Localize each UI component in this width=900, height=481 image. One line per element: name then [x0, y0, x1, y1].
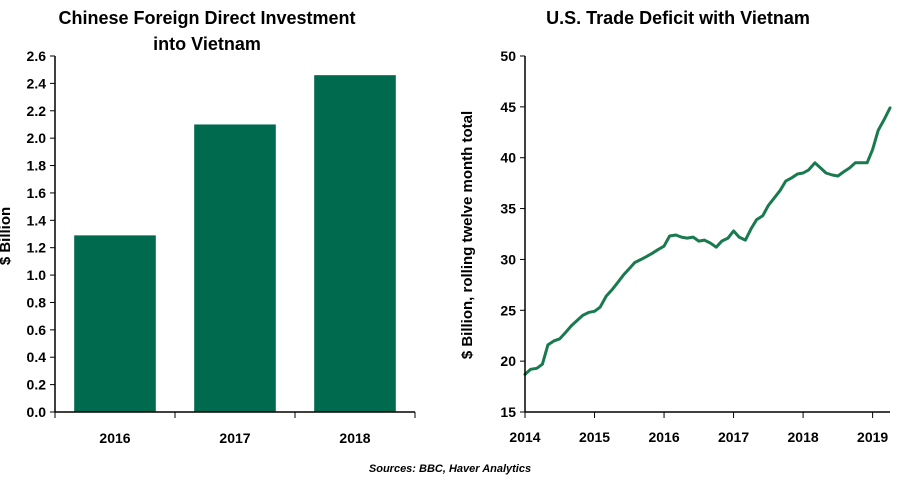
deficit-x-tick-label: 2015 [579, 429, 610, 445]
deficit-x-tick-label: 2019 [857, 429, 888, 445]
fdi-x-ticks: 2016 2017 2018 [54, 412, 416, 446]
deficit-x-tick-label: 2016 [648, 429, 679, 445]
fdi-y-tick-label: 0.2 [27, 377, 47, 393]
deficit-x-ticks: 2014 2015 2016 2017 2018 2019 [509, 412, 888, 445]
fdi-y-tick-label: 1.8 [27, 158, 47, 174]
source-note: Sources: BBC, Haver Analytics [368, 463, 532, 475]
fdi-y-tick-label: 2.2 [27, 103, 47, 119]
fdi-y-tick-label: 2.6 [27, 48, 47, 64]
trade-deficit-line-chart: U.S. Trade Deficit with Vietnam $ Billio… [459, 8, 892, 445]
deficit-y-tick-label: 25 [500, 302, 516, 318]
fdi-y-tick-label: 1.2 [27, 240, 47, 256]
deficit-x-tick-label: 2017 [718, 429, 749, 445]
fdi-y-tick-label: 1.0 [27, 267, 47, 283]
fdi-x-tick-label: 2017 [219, 430, 250, 446]
deficit-y-tick-label: 20 [500, 353, 516, 369]
deficit-y-axis-label: $ Billion, rolling twelve month total [459, 111, 476, 359]
fdi-chart-title-line-1: Chinese Foreign Direct Investment [58, 8, 355, 28]
fdi-bar-2016 [74, 235, 156, 412]
deficit-series-line [523, 106, 892, 376]
fdi-bar-chart: Chinese Foreign Direct Investment into V… [0, 8, 416, 446]
fdi-y-ticks: 0.0 0.2 0.4 0.6 0.8 1.0 1.2 1.4 1.6 1.8 2.0 2.2 2.4 2… [27, 48, 55, 420]
fdi-y-tick-label: 0.0 [27, 404, 47, 420]
deficit-y-tick-label: 50 [500, 48, 516, 64]
fdi-y-tick-label: 0.4 [27, 349, 47, 365]
fdi-x-tick-label: 2016 [99, 430, 130, 446]
deficit-chart-title: U.S. Trade Deficit with Vietnam [546, 8, 810, 28]
fdi-y-tick-label: 0.6 [27, 322, 47, 338]
deficit-y-tick-label: 30 [500, 251, 516, 267]
deficit-y-tick-label: 35 [500, 201, 516, 217]
fdi-bar-2017 [194, 124, 276, 412]
fdi-y-tick-label: 2.0 [27, 130, 47, 146]
fdi-y-tick-label: 1.6 [27, 185, 47, 201]
fdi-y-tick-label: 1.4 [27, 212, 47, 228]
deficit-y-tick-label: 45 [500, 99, 516, 115]
fdi-bars [74, 75, 396, 413]
fdi-y-axis-label: $ Billion [0, 207, 14, 265]
fdi-bar-2018 [314, 75, 396, 413]
fdi-chart-title-line-2: into Vietnam [153, 34, 261, 54]
deficit-y-tick-label: 40 [500, 150, 516, 166]
deficit-x-tick-label: 2014 [509, 429, 540, 445]
deficit-y-tick-label: 15 [500, 404, 516, 420]
deficit-y-ticks: 15 20 25 30 35 40 45 50 [500, 48, 525, 420]
fdi-y-tick-label: 0.8 [27, 294, 47, 310]
fdi-y-tick-label: 2.4 [27, 75, 47, 91]
deficit-x-tick-label: 2018 [788, 429, 819, 445]
fdi-x-tick-label: 2018 [339, 430, 370, 446]
